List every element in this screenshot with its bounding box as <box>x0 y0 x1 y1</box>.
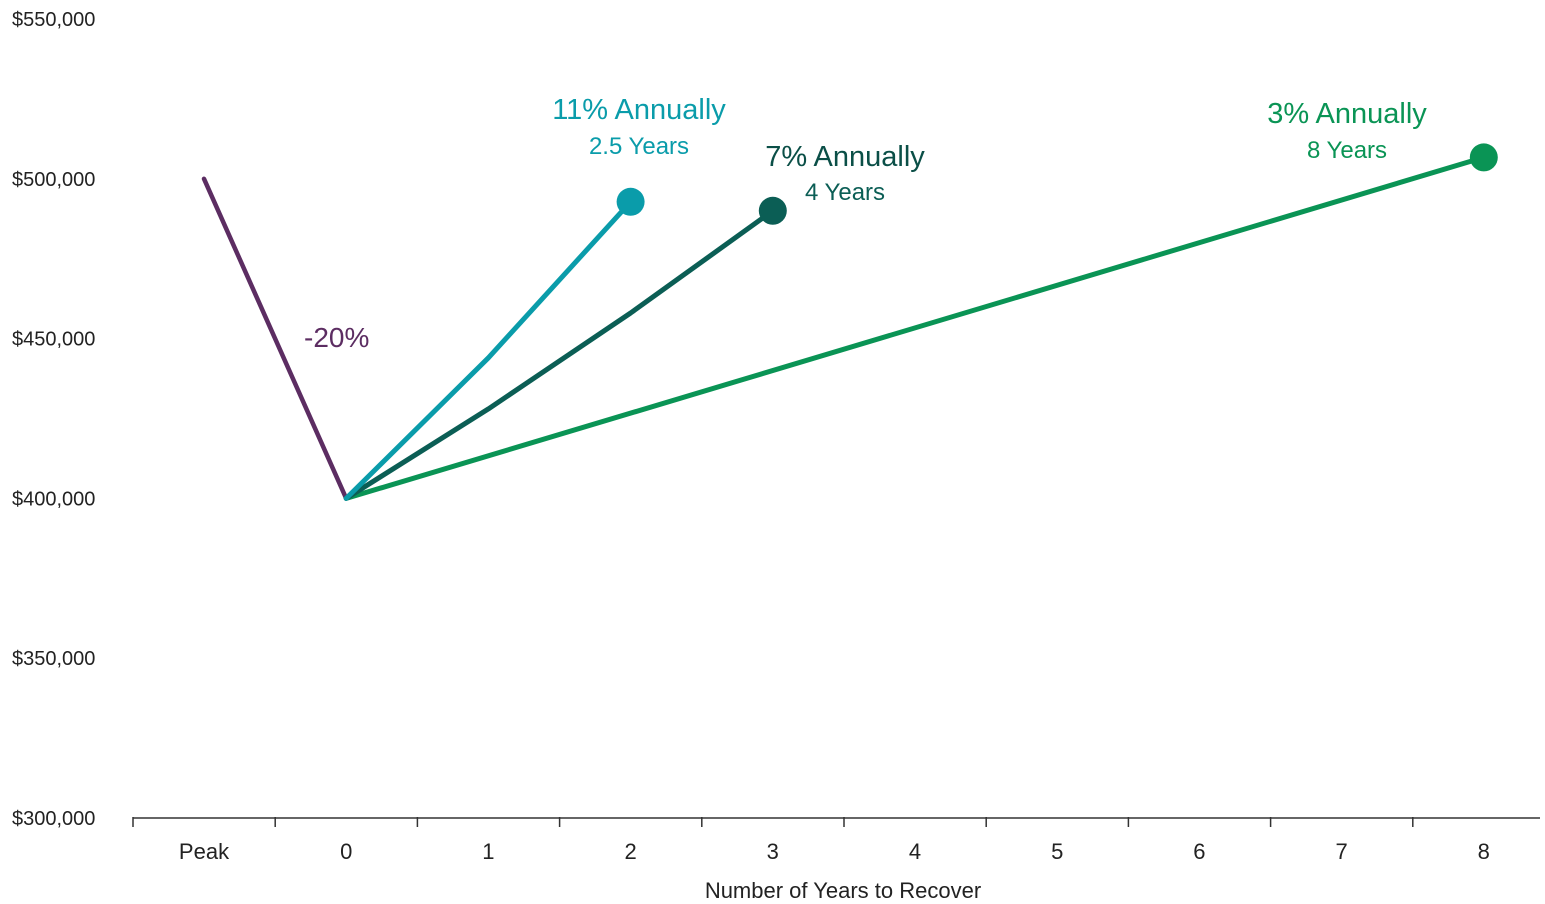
series-markers <box>616 143 1498 225</box>
x-tick-label: 4 <box>909 839 921 864</box>
y-tick-label: $550,000 <box>12 9 95 31</box>
x-tick-label: 1 <box>482 839 494 864</box>
y-tick-label: $300,000 <box>12 808 95 830</box>
y-tick-label: $450,000 <box>12 329 95 351</box>
y-axis: $550,000 $500,000 $450,000 $400,000 $350,000… <box>12 9 95 830</box>
x-tick-label: 3 <box>767 839 779 864</box>
series-end-marker <box>758 196 787 225</box>
x-tick-label: 7 <box>1335 839 1347 864</box>
y-tick-label: $350,000 <box>12 648 95 670</box>
x-tick-label: 2 <box>624 839 636 864</box>
series-end-marker <box>1469 143 1498 172</box>
series-annotation-subtitle: 2.5 Years <box>589 133 689 160</box>
series-annotation-title: 3% Annually <box>1267 98 1427 130</box>
x-tick-label: 0 <box>340 839 352 864</box>
x-axis: Peak 0 1 2 3 4 5 6 7 8 Number of Years to Recover <box>132 817 1540 903</box>
series-line <box>343 154 1487 501</box>
y-tick-label: $500,000 <box>12 169 95 191</box>
x-tick-label: Peak <box>179 839 230 864</box>
series-annotation-title: 11% Annually <box>552 94 726 126</box>
y-tick-label: $400,000 <box>12 488 95 510</box>
drop-label: -20% <box>304 322 369 353</box>
series-line <box>343 199 634 501</box>
x-tick-label: 5 <box>1051 839 1063 864</box>
series-annotation-subtitle: 4 Years <box>805 179 885 206</box>
series-line <box>343 208 776 501</box>
x-tick-label: 6 <box>1193 839 1205 864</box>
series-annotation-subtitle: 8 Years <box>1307 137 1387 164</box>
series-lines <box>201 154 1487 501</box>
series-annotations: -20% 3% Annually 8 Years 7% Annually 4 Years… <box>304 94 1427 353</box>
series-end-marker <box>616 187 645 216</box>
x-tick-label: 8 <box>1478 839 1490 864</box>
x-axis-title: Number of Years to Recover <box>705 878 981 903</box>
drop-line <box>201 176 349 501</box>
series-annotation-title: 7% Annually <box>765 141 925 173</box>
